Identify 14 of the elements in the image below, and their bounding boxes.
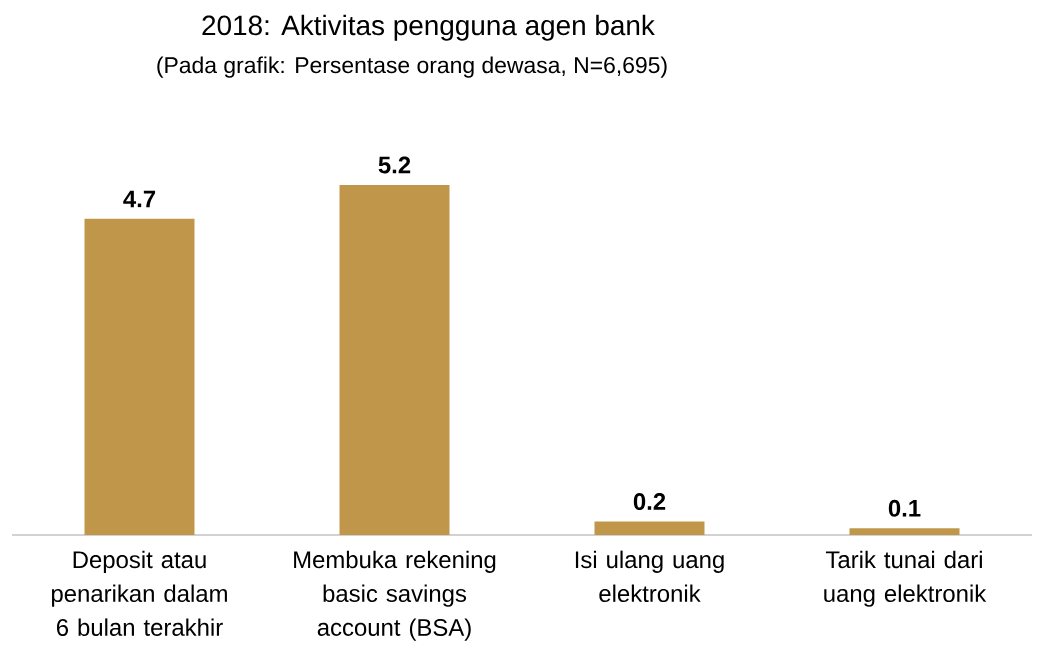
bar: [849, 528, 960, 535]
x-tick-label: Deposit atau penarikan dalam 6 bulan terakhir: [51, 550, 227, 636]
data-label: 4.7: [123, 190, 156, 208]
data-label: 0.1: [888, 499, 921, 517]
data-label: 0.2: [633, 493, 666, 511]
x-tick-label: Membuka rekening basic savings account (BSA): [294, 550, 496, 641]
chart-title: 2018: Aktivitas pengguna agen bank: [202, 14, 655, 41]
x-tick-label: Isi ulang uang elektronik: [575, 550, 724, 603]
data-label: 5.2: [378, 156, 411, 174]
chart-subtitle: (Pada grafik: Persentase orang dewasa, N=6,695): [157, 56, 667, 78]
bar: [339, 185, 450, 535]
bar: [594, 521, 705, 535]
x-tick-label: Tarik tunai dari uang elektronik: [824, 550, 987, 607]
bar: [84, 218, 195, 535]
